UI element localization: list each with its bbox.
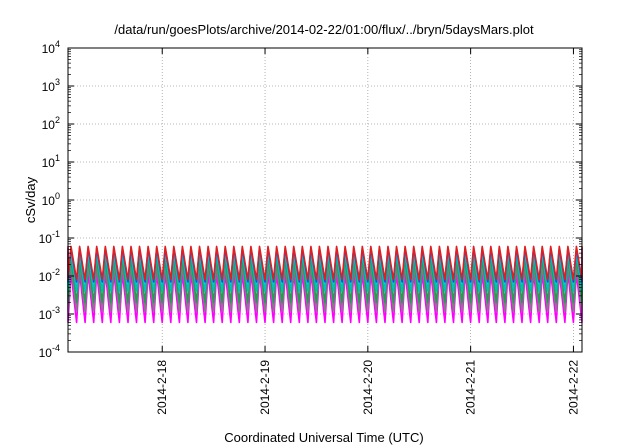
y-axis-label: cSv/day	[23, 176, 38, 223]
x-tick-label: 2014-2-20	[361, 360, 375, 415]
y-tick-label: 103	[42, 77, 60, 94]
chart-title: /data/run/goesPlots/archive/2014-02-22/0…	[114, 22, 534, 37]
x-tick-label: 2014-2-22	[566, 360, 580, 415]
series-line	[67, 257, 583, 304]
y-tick-label: 101	[42, 153, 60, 170]
series-line	[67, 272, 583, 324]
series-line	[67, 252, 583, 292]
y-tick-label: 10-4	[39, 343, 60, 360]
series-line	[67, 245, 583, 281]
x-tick-label: 2014-2-19	[258, 360, 272, 415]
y-ticks: 10-4 10-3 10-2 10-1 100 101 102 103 104	[39, 39, 582, 360]
y-tick-label: 10-3	[39, 305, 60, 322]
y-tick-label: 10-1	[39, 229, 60, 246]
y-tick-label: 10-2	[39, 267, 60, 284]
x-ticks: 2014-2-18 2014-2-19 2014-2-20 2014-2-21 2014…	[155, 48, 580, 415]
y-tick-label: 102	[42, 115, 60, 132]
x-tick-label: 2014-2-18	[155, 360, 169, 415]
y-tick-label: 104	[42, 39, 60, 56]
series-layer	[67, 245, 583, 324]
series-line	[67, 263, 583, 312]
x-axis-label: Coordinated Universal Time (UTC)	[224, 430, 423, 445]
y-tick-label: 100	[42, 191, 60, 208]
x-tick-label: 2014-2-21	[464, 360, 478, 415]
